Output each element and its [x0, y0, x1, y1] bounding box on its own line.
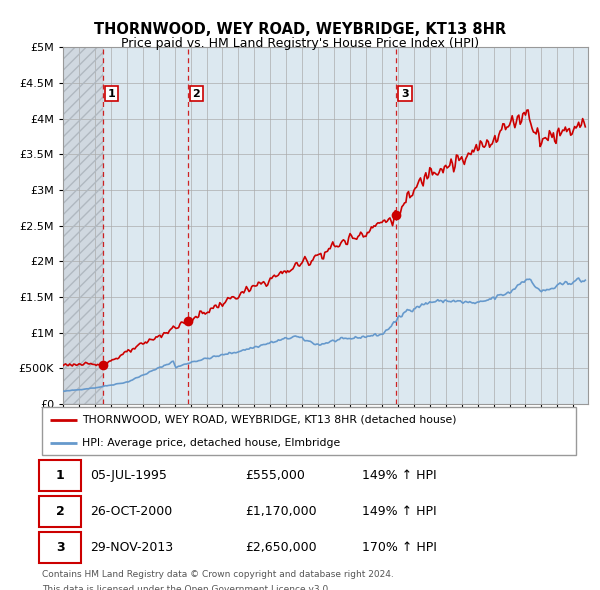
FancyBboxPatch shape	[40, 532, 81, 563]
Text: THORNWOOD, WEY ROAD, WEYBRIDGE, KT13 8HR: THORNWOOD, WEY ROAD, WEYBRIDGE, KT13 8HR	[94, 22, 506, 37]
Text: 1: 1	[108, 88, 116, 99]
FancyBboxPatch shape	[42, 407, 576, 455]
Text: £2,650,000: £2,650,000	[245, 541, 317, 555]
Text: HPI: Average price, detached house, Elmbridge: HPI: Average price, detached house, Elmb…	[82, 438, 340, 448]
Text: 149% ↑ HPI: 149% ↑ HPI	[362, 505, 437, 519]
Text: 3: 3	[401, 88, 409, 99]
Text: £555,000: £555,000	[245, 469, 305, 483]
Bar	[63, 47, 103, 404]
FancyBboxPatch shape	[40, 460, 81, 491]
Text: 29-NOV-2013: 29-NOV-2013	[90, 541, 173, 555]
Text: 3: 3	[56, 541, 64, 555]
Text: 2: 2	[56, 505, 65, 519]
Text: Price paid vs. HM Land Registry's House Price Index (HPI): Price paid vs. HM Land Registry's House …	[121, 37, 479, 50]
Text: 149% ↑ HPI: 149% ↑ HPI	[362, 469, 437, 483]
Text: 170% ↑ HPI: 170% ↑ HPI	[362, 541, 437, 555]
Bar	[63, 47, 103, 404]
Text: Contains HM Land Registry data © Crown copyright and database right 2024.: Contains HM Land Registry data © Crown c…	[42, 570, 394, 579]
Text: 1: 1	[56, 469, 65, 483]
Text: 05-JUL-1995: 05-JUL-1995	[90, 469, 167, 483]
Text: 26-OCT-2000: 26-OCT-2000	[90, 505, 172, 519]
FancyBboxPatch shape	[40, 496, 81, 527]
Text: This data is licensed under the Open Government Licence v3.0.: This data is licensed under the Open Gov…	[42, 585, 331, 590]
Text: THORNWOOD, WEY ROAD, WEYBRIDGE, KT13 8HR (detached house): THORNWOOD, WEY ROAD, WEYBRIDGE, KT13 8HR…	[82, 415, 457, 425]
Text: 2: 2	[193, 88, 200, 99]
Text: £1,170,000: £1,170,000	[245, 505, 317, 519]
